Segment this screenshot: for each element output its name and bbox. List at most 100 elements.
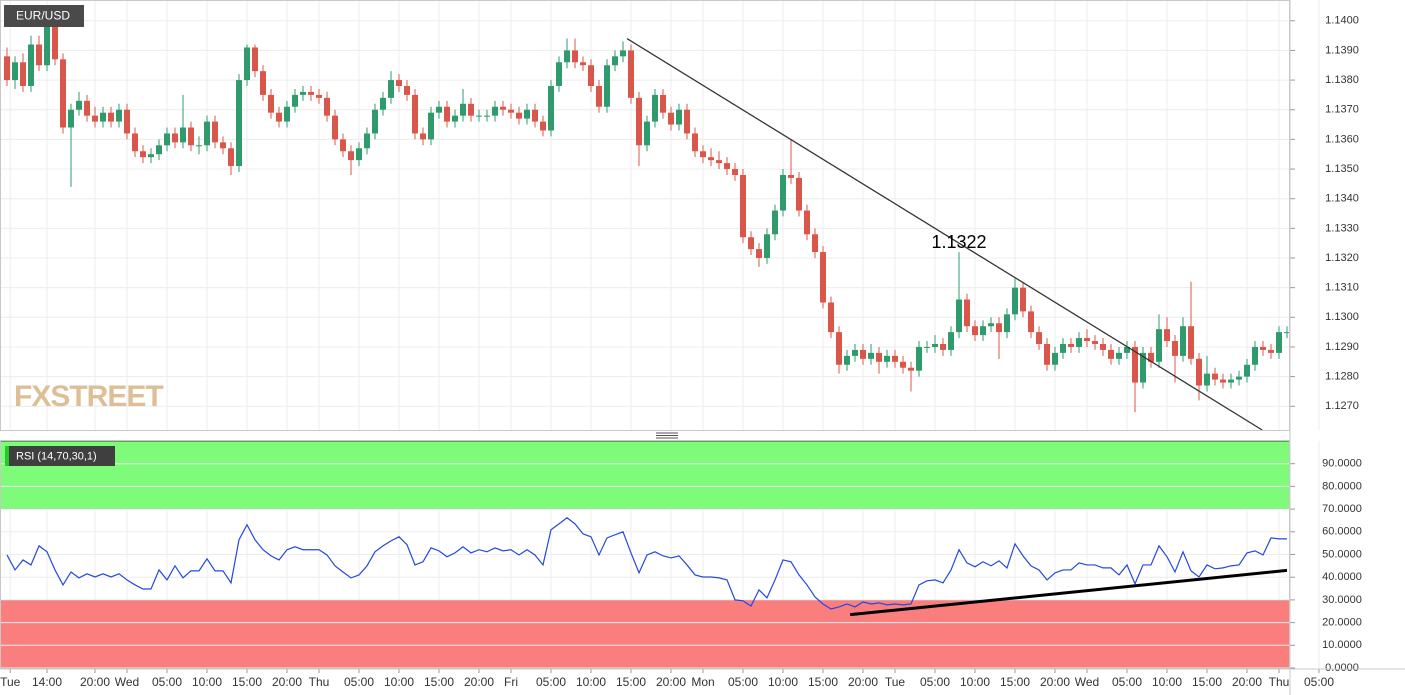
candle-body [1052, 352, 1058, 365]
candle-body [500, 106, 506, 110]
candle-body [476, 115, 482, 117]
candle-body [644, 121, 650, 146]
candle-body [796, 177, 802, 211]
x-tick-label: Mon [691, 675, 714, 689]
candle-body [268, 94, 274, 113]
candle-body [676, 109, 682, 125]
candle-body [1196, 358, 1202, 386]
candle-body [956, 299, 962, 333]
candle-body [708, 157, 714, 161]
candle-body [84, 100, 90, 116]
candle-body [252, 47, 258, 72]
x-tick-label: 20:00 [656, 675, 686, 689]
candle-body [980, 326, 986, 336]
panel-resize-handle[interactable] [656, 432, 678, 439]
candle-body [36, 44, 42, 66]
candle-body [236, 80, 242, 167]
candle-body [820, 252, 826, 303]
x-tick-label: 10:00 [1152, 675, 1182, 689]
candle-body [364, 133, 370, 149]
rsi-line [6, 516, 1287, 610]
candle-body [972, 326, 978, 336]
candle-body [572, 50, 578, 63]
candle-body [724, 163, 730, 170]
y-tick-label: 90.0000 [1322, 458, 1362, 470]
candle-body [668, 112, 674, 125]
candle-body [188, 127, 194, 146]
candle-body [924, 346, 930, 348]
y-tick-label: 50.0000 [1322, 548, 1362, 560]
candle-body [452, 115, 458, 122]
x-tick-label: 10:00 [192, 675, 222, 689]
candle-body [860, 349, 866, 359]
x-tick-label: 15:00 [424, 675, 454, 689]
candle-body [564, 50, 570, 63]
candle-body [580, 62, 586, 66]
symbol-legend-box [4, 5, 84, 27]
y-tick-label: 1.1310 [1325, 282, 1359, 294]
candle-body [788, 174, 794, 178]
candle-body [908, 367, 914, 371]
candle-body [20, 62, 26, 86]
candle-body [388, 80, 394, 98]
candle-body [756, 249, 762, 258]
candle-body [436, 106, 442, 113]
trendline [626, 37, 1263, 431]
x-tick-label: 05:00 [344, 675, 374, 689]
y-tick-label: 20.0000 [1322, 617, 1362, 629]
candle-body [548, 86, 554, 131]
price-annotation: 1.1322 [931, 232, 986, 252]
candle-body [628, 50, 634, 98]
x-tick-label: 05:00 [152, 675, 182, 689]
y-tick-label: 1.1390 [1325, 44, 1359, 56]
candle-body [732, 169, 738, 175]
candle-body [108, 112, 114, 122]
candle-body [348, 151, 354, 161]
candle-body [532, 109, 538, 122]
rsi-legend-swatch [5, 446, 9, 466]
candle-body [1164, 329, 1170, 342]
y-tick-label: 60.0000 [1322, 526, 1362, 538]
candle-body [916, 346, 922, 371]
rsi-zone [0, 440, 1291, 510]
candle-body [1156, 329, 1162, 362]
candle-body [12, 62, 18, 81]
candle-body [356, 148, 362, 161]
x-tick-label: 15:00 [1192, 675, 1222, 689]
candle-body [260, 71, 266, 95]
x-tick-label: 15:00 [1000, 675, 1030, 689]
candle-body [804, 210, 810, 235]
candle-body [1060, 344, 1066, 353]
x-tick-label: 20:00 [272, 675, 302, 689]
candle-body [324, 97, 330, 116]
y-tick-label: 1.1350 [1325, 163, 1359, 175]
y-tick-label: 1.1290 [1325, 341, 1359, 353]
trendline [850, 568, 1288, 617]
candle-body [228, 148, 234, 167]
y-tick-label: 1.1280 [1325, 371, 1359, 383]
candle-body [1244, 364, 1250, 377]
candle-body [180, 127, 186, 143]
candle-body [1076, 338, 1082, 347]
candle-body [772, 210, 778, 235]
candle-body [92, 115, 98, 122]
candle-body [844, 355, 850, 365]
candle-body [684, 109, 690, 134]
x-tick-label: 15:00 [808, 675, 838, 689]
x-tick-label: Thu [1269, 675, 1290, 689]
candle-body [900, 361, 906, 368]
y-tick-label: 1.1360 [1325, 133, 1359, 145]
x-tick-label: 05:00 [920, 675, 950, 689]
candle-body [1092, 341, 1098, 344]
candle-body [836, 332, 842, 365]
candle-body [396, 80, 402, 86]
candle-body [596, 86, 602, 107]
candle-body [716, 160, 722, 164]
candle-body [948, 332, 954, 350]
symbol-legend: EUR/USD [16, 9, 70, 23]
candle-body [812, 234, 818, 253]
candle-body [660, 94, 666, 113]
x-tick-label: Wed [1075, 675, 1099, 689]
x-tick-label: 20:00 [1040, 675, 1070, 689]
y-tick-label: 1.1300 [1325, 311, 1359, 323]
